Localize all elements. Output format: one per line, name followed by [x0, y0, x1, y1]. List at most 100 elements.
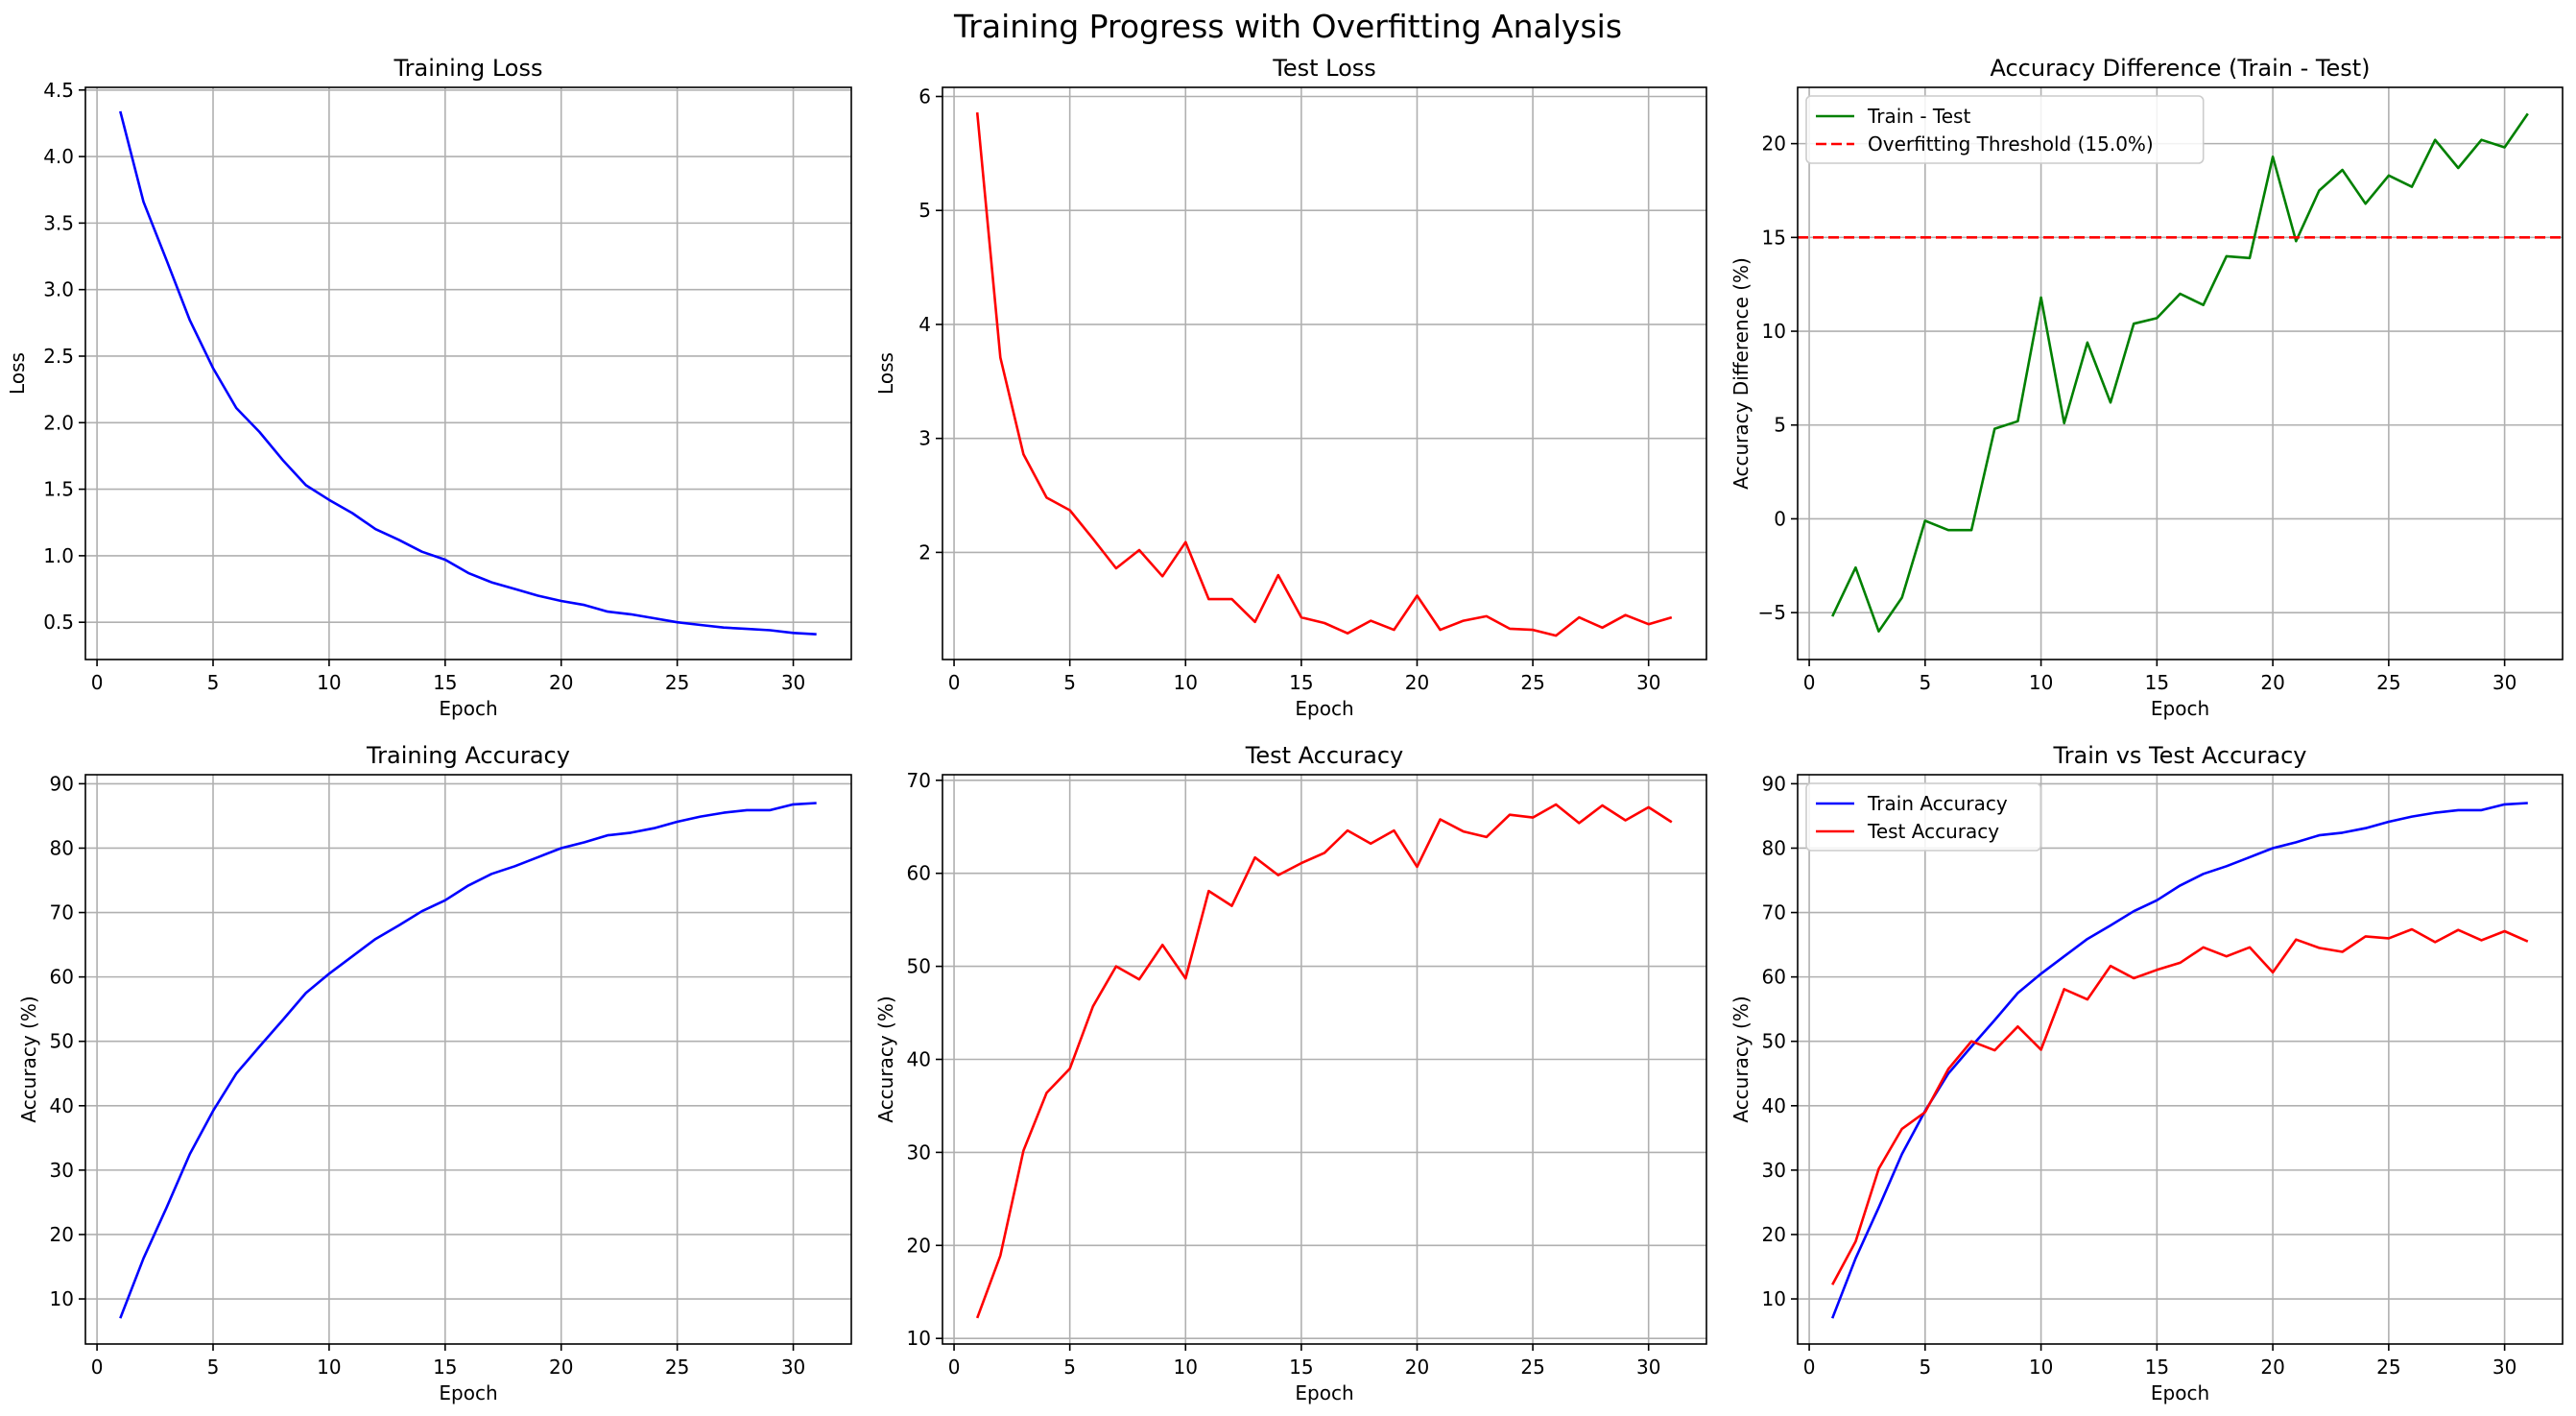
y-tick-label: 70: [1762, 901, 1786, 924]
chart-title: Train vs Test Accuracy: [2052, 742, 2306, 769]
y-tick-label: 80: [50, 836, 74, 859]
x-tick-label: 30: [1636, 1356, 1660, 1379]
y-tick-label: 20: [1762, 132, 1786, 156]
y-axis-label: Accuracy (%): [874, 996, 897, 1122]
chart-title: Accuracy Difference (Train - Test): [1990, 55, 2370, 82]
x-tick-label: 5: [1063, 1356, 1076, 1379]
chart-panel-4: 0 5 10 15 20 25 30 10 20 30 40 50 60 70 80 90 Training A…: [17, 742, 852, 1404]
y-tick-label: 0: [1774, 507, 1786, 530]
series-line-1: [975, 111, 1673, 637]
y-tick-label: 10: [907, 1327, 931, 1350]
y-tick-label: 40: [907, 1048, 931, 1071]
figure-title: Training Progress with Overfitting Analy…: [953, 8, 1623, 45]
x-tick-label: 0: [91, 671, 104, 694]
x-tick-label: 30: [781, 1356, 805, 1379]
axes-frame: [942, 86, 1707, 660]
x-tick-label: 10: [2029, 1356, 2053, 1379]
y-tick-label: 20: [907, 1234, 931, 1257]
x-tick-label: 15: [2145, 1356, 2169, 1379]
series-line-1: [1830, 802, 2528, 1319]
axes-frame: [84, 774, 852, 1345]
legend-label: Train Accuracy: [1867, 792, 2008, 815]
x-axis-label: Epoch: [1295, 697, 1353, 720]
legend-label: Train - Test: [1867, 105, 1970, 128]
x-axis-label: Epoch: [439, 697, 497, 720]
y-tick-label: −5: [1758, 601, 1786, 624]
legend-box: [1805, 95, 2205, 164]
chart-title: Test Loss: [1272, 55, 1376, 82]
y-tick-label: 70: [50, 901, 74, 924]
x-tick-label: 20: [1405, 671, 1429, 694]
y-tick-label: 20: [50, 1223, 74, 1246]
y-tick-label: 0.5: [43, 611, 74, 634]
x-tick-label: 30: [781, 671, 805, 694]
y-tick-label: 50: [50, 1030, 74, 1053]
x-tick-label: 30: [1636, 671, 1660, 694]
x-tick-label: 25: [1520, 1356, 1544, 1379]
x-tick-label: 0: [1803, 671, 1816, 694]
y-tick-label: 60: [50, 966, 74, 989]
chart-title: Test Accuracy: [1245, 742, 1403, 769]
y-tick-label: 90: [50, 772, 74, 795]
x-tick-label: 25: [2376, 671, 2400, 694]
x-tick-label: 20: [549, 1356, 573, 1379]
y-tick-label: 30: [907, 1140, 931, 1164]
x-tick-label: 25: [665, 1356, 689, 1379]
x-tick-label: 25: [2376, 1356, 2400, 1379]
x-tick-label: 0: [948, 1356, 961, 1379]
x-tick-label: 10: [317, 1356, 341, 1379]
y-tick-label: 40: [1762, 1094, 1786, 1117]
x-tick-label: 15: [1289, 671, 1313, 694]
x-tick-label: 20: [2260, 671, 2284, 694]
chart-panel-2: 0 5 10 15 20 25 30 2 3 4 5 6 Test Loss Epoch Loss: [874, 55, 1707, 720]
y-tick-label: 5: [1774, 414, 1786, 437]
legend-label: Overfitting Threshold (15.0%): [1868, 132, 2154, 156]
y-tick-label: 15: [1762, 226, 1786, 249]
x-tick-label: 0: [948, 671, 961, 694]
y-axis-label: Loss: [6, 352, 29, 395]
y-tick-label: 5: [918, 199, 931, 222]
x-tick-label: 25: [1520, 671, 1544, 694]
y-tick-label: 4.5: [43, 79, 74, 102]
x-tick-label: 5: [207, 671, 220, 694]
x-tick-label: 15: [2145, 671, 2169, 694]
y-tick-label: 50: [907, 955, 931, 978]
y-tick-label: 40: [50, 1094, 74, 1117]
series-line-1: [1831, 112, 2529, 634]
y-tick-label: 6: [918, 84, 931, 108]
axes-frame: [1797, 86, 2564, 660]
y-tick-label: 60: [1762, 966, 1786, 989]
y-axis-label: Loss: [874, 352, 897, 395]
y-tick-label: 30: [1762, 1159, 1786, 1182]
series-line-1: [119, 110, 817, 636]
y-tick-label: 50: [1762, 1030, 1786, 1053]
legend-label: Test Accuracy: [1867, 820, 1999, 843]
x-tick-label: 15: [433, 1356, 457, 1379]
chart-panel-3: 0 5 10 15 20 25 30 −5 0 5 10 15 20 Accuracy Differenc…: [1729, 55, 2564, 720]
y-tick-label: 4: [918, 313, 931, 336]
x-tick-label: 25: [665, 671, 689, 694]
chart-panel-5: 0 5 10 15 20 25 30 10 20 30 40 50 60 70 Test Accuracy E…: [874, 742, 1707, 1404]
x-tick-label: 20: [2260, 1356, 2284, 1379]
y-tick-label: 10: [1762, 1287, 1786, 1310]
series-line-2: [1831, 927, 2529, 1285]
x-tick-label: 30: [2493, 1356, 2516, 1379]
x-tick-label: 10: [1174, 1356, 1198, 1379]
series-line-1: [975, 803, 1673, 1319]
x-tick-label: 15: [433, 671, 457, 694]
x-tick-label: 30: [2493, 671, 2516, 694]
y-tick-label: 1.5: [43, 478, 74, 501]
x-axis-label: Epoch: [2151, 697, 2209, 720]
y-tick-label: 60: [907, 862, 931, 885]
x-tick-label: 5: [1919, 671, 1931, 694]
series-line-1: [119, 802, 817, 1319]
chart-panel-1: 0 5 10 15 20 25 30 0.5 1.0 1.5 2.0 2.5 3.0 3.5 4.0 4.5 T…: [6, 55, 852, 720]
x-tick-label: 10: [317, 671, 341, 694]
y-axis-label: Accuracy Difference (%): [1729, 257, 1753, 490]
x-tick-label: 5: [1919, 1356, 1931, 1379]
y-tick-label: 3.0: [43, 278, 74, 301]
legend-box: [1805, 782, 2041, 852]
y-tick-label: 3.5: [43, 211, 74, 234]
y-tick-label: 3: [918, 427, 931, 450]
